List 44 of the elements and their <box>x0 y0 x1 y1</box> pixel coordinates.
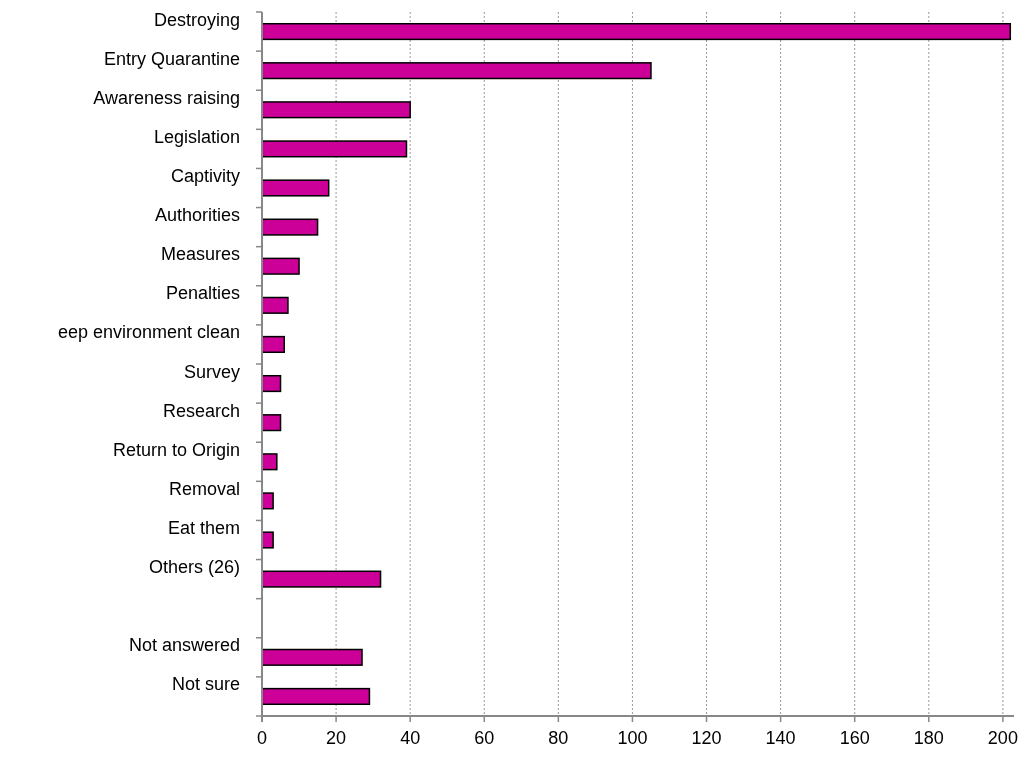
x-tick-label: 160 <box>839 728 870 748</box>
bar <box>261 335 285 354</box>
bar <box>261 101 411 119</box>
y-tick-label: Eat them <box>167 518 240 538</box>
x-tick-label: 180 <box>913 728 944 748</box>
x-tick-label: 60 <box>474 728 495 748</box>
x-tick-label: 120 <box>691 728 722 748</box>
x-tick-label: 200 <box>987 728 1018 748</box>
y-tick-label: Legislation <box>153 126 240 147</box>
bar <box>261 687 371 706</box>
x-tick-label: 100 <box>617 728 648 748</box>
bar <box>261 22 1012 41</box>
bar <box>261 648 363 666</box>
y-tick-label: Measures <box>160 244 240 265</box>
y-tick-label: Penalties <box>165 283 240 304</box>
y-tick-label: Captivity <box>170 166 240 186</box>
bar <box>261 179 330 197</box>
bar <box>261 257 300 275</box>
y-tick-label: Destroying <box>153 9 240 30</box>
bar <box>261 62 652 80</box>
y-tick-label: Entry Quarantine <box>103 48 240 69</box>
y-tick-label: Return to Origin <box>112 439 240 460</box>
bar <box>261 414 282 432</box>
y-tick-label: eep environment clean <box>57 322 240 343</box>
y-tick-label: Research <box>162 400 240 421</box>
x-tick-label: 0 <box>256 728 268 748</box>
bar <box>261 453 278 471</box>
y-tick-label: Awareness raising <box>93 87 240 108</box>
y-tick-label: Not sure <box>171 674 240 695</box>
bar <box>261 140 408 158</box>
y-tick-label: Authorities <box>154 205 240 226</box>
y-tick-label: Removal <box>168 478 240 499</box>
bar <box>261 531 274 549</box>
bar <box>261 374 282 393</box>
bar <box>261 296 289 314</box>
y-tick-label: Survey <box>183 361 240 382</box>
y-tick-label: Others (26) <box>148 557 240 578</box>
bar <box>261 218 319 236</box>
x-tick-label: 20 <box>326 728 347 748</box>
x-tick-label: 140 <box>765 728 796 748</box>
y-tick-label: Not answered <box>128 635 240 656</box>
x-tick-label: 40 <box>400 728 421 748</box>
x-tick-label: 80 <box>548 728 569 748</box>
bar <box>261 570 382 588</box>
